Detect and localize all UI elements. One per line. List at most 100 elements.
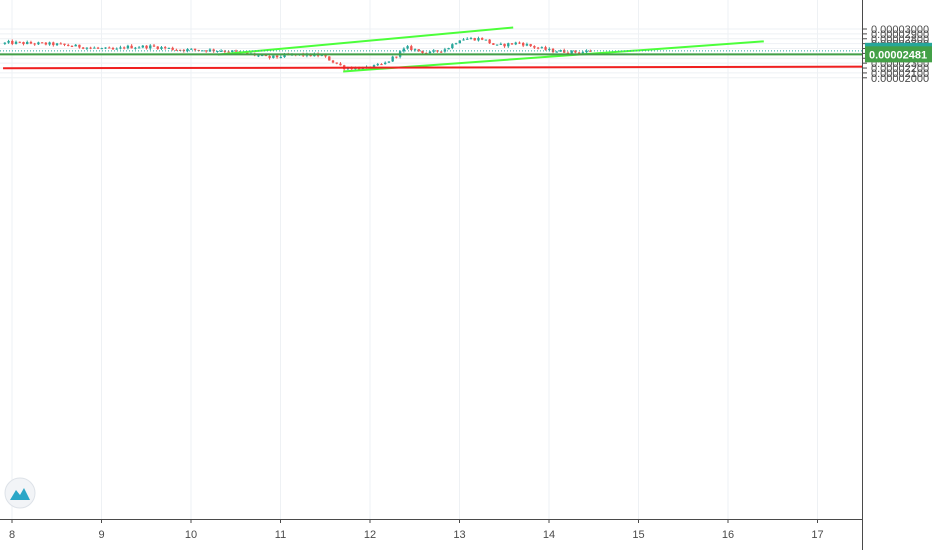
candle[interactable] [559,49,562,52]
candle[interactable] [171,46,174,51]
candle[interactable] [14,40,18,45]
candle[interactable] [525,42,529,47]
candle[interactable] [480,37,484,41]
candle[interactable] [70,45,74,48]
candle[interactable] [44,42,48,46]
candle[interactable] [126,44,130,50]
candle[interactable] [335,62,338,65]
candle[interactable] [100,47,103,50]
candle[interactable] [3,42,7,45]
candle[interactable] [223,49,227,54]
candle[interactable] [473,37,476,41]
candle[interactable] [22,41,25,46]
candle[interactable] [328,56,331,61]
candle[interactable] [488,38,491,44]
tradingview-logo-icon[interactable] [4,477,36,509]
candle[interactable] [205,50,208,53]
candle[interactable] [216,50,219,53]
candle[interactable] [122,46,126,50]
candle[interactable] [413,48,417,52]
candle[interactable] [141,44,145,49]
candle[interactable] [406,45,409,50]
candle[interactable] [149,44,152,51]
candle[interactable] [507,42,510,48]
candle[interactable] [484,39,488,41]
candle[interactable] [108,46,111,49]
candle[interactable] [137,45,141,49]
candle[interactable] [376,62,379,66]
candle[interactable] [417,49,420,53]
candle[interactable] [33,42,36,46]
price-axis[interactable] [862,0,932,550]
candle[interactable] [521,42,525,48]
time-axis[interactable] [0,519,862,550]
candle[interactable] [380,63,383,66]
candle[interactable] [432,49,435,53]
candle[interactable] [436,50,439,53]
candle[interactable] [447,47,450,50]
trend-line-1[interactable] [217,26,514,56]
candle[interactable] [268,55,271,60]
candle[interactable] [451,43,454,50]
candle[interactable] [384,61,387,65]
candle[interactable] [163,46,167,50]
candle[interactable] [156,46,159,50]
candle[interactable] [37,41,40,46]
candle[interactable] [439,51,443,54]
candle[interactable] [387,61,391,63]
candle[interactable] [26,40,29,45]
candle[interactable] [589,49,592,52]
candle[interactable] [190,48,193,50]
candle[interactable] [89,46,92,50]
candle[interactable] [119,45,122,50]
candle[interactable] [63,43,66,47]
candle[interactable] [145,45,148,50]
candle[interactable] [175,48,178,51]
candle[interactable] [555,50,558,53]
candle[interactable] [40,42,44,44]
candle[interactable] [67,43,70,47]
candle[interactable] [585,49,588,54]
candle[interactable] [395,56,398,59]
candle[interactable] [81,47,85,50]
candle[interactable] [410,44,413,51]
candle[interactable] [59,42,62,45]
candle[interactable] [462,38,465,41]
candle[interactable] [85,47,89,51]
candle[interactable] [93,46,96,49]
candle[interactable] [339,62,342,66]
candle[interactable] [391,55,394,62]
candle[interactable] [510,43,514,45]
candle[interactable] [111,46,115,50]
candle[interactable] [529,43,532,47]
candle[interactable] [551,47,555,54]
candle[interactable] [272,55,275,59]
candle[interactable] [469,36,473,40]
candle[interactable] [78,44,81,49]
candle[interactable] [74,44,77,47]
candle[interactable] [499,42,503,45]
candle[interactable] [492,43,495,45]
candle[interactable] [331,59,335,64]
candle[interactable] [540,46,544,49]
candle[interactable] [18,41,21,44]
candle[interactable] [7,39,10,44]
candle[interactable] [544,45,547,51]
trend-line-3[interactable] [3,65,872,70]
candle[interactable] [201,50,204,52]
candle[interactable] [466,37,469,40]
candle[interactable] [152,44,156,48]
candle[interactable] [503,43,506,48]
candle[interactable] [48,41,51,46]
candle[interactable] [96,46,100,50]
candle[interactable] [167,47,171,50]
candle[interactable] [52,41,55,47]
candle[interactable] [11,39,14,46]
candle[interactable] [402,47,406,53]
trend-line-2[interactable] [343,40,764,73]
candle[interactable] [536,46,540,50]
candle[interactable] [533,45,536,50]
candle[interactable] [115,47,118,50]
